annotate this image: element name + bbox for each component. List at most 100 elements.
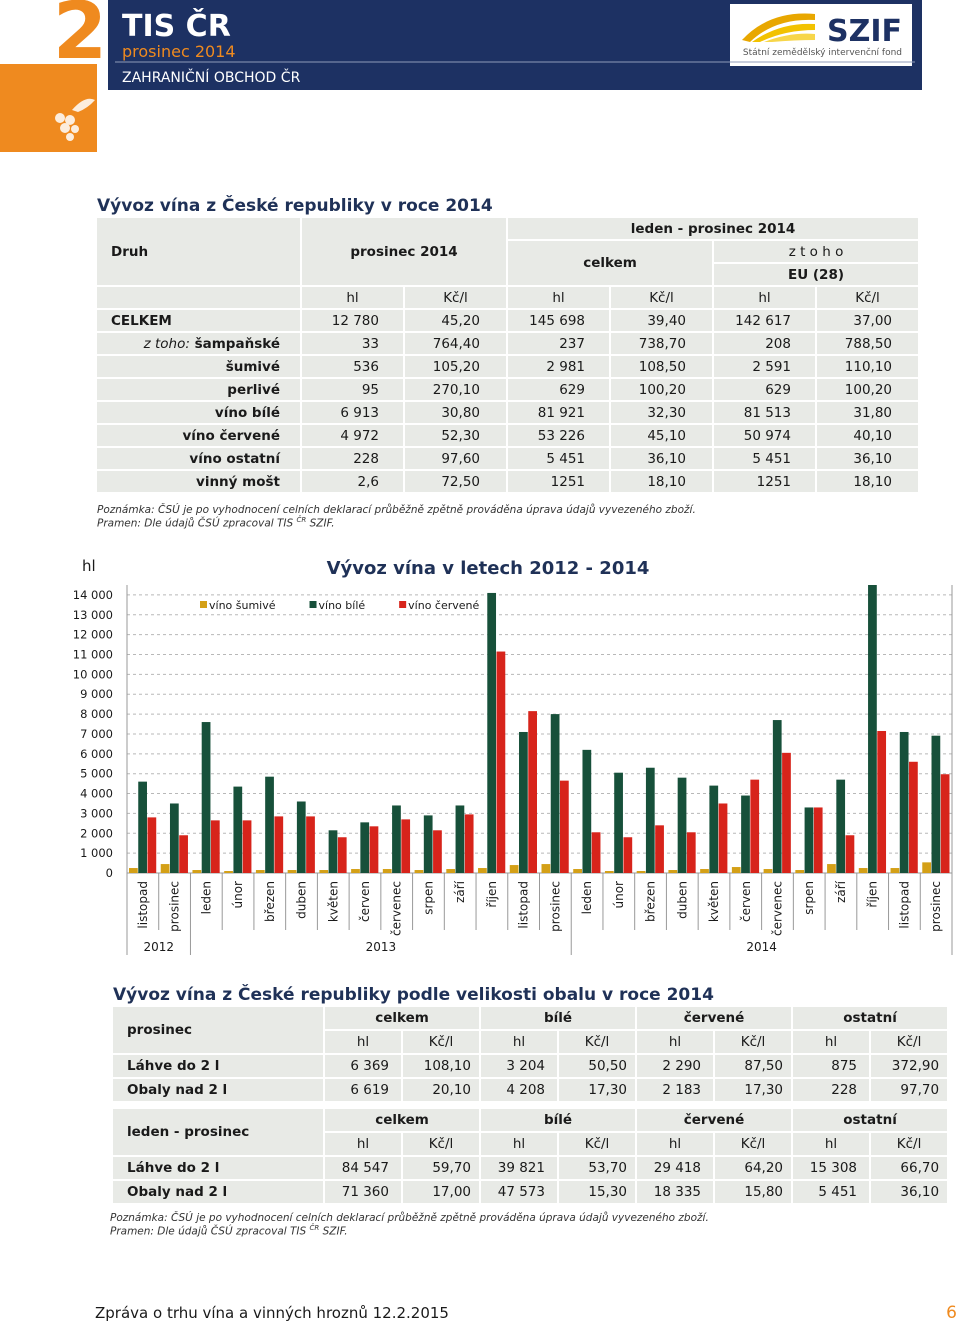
cell: 5 451 — [793, 1181, 870, 1203]
bar — [455, 805, 465, 873]
unit-cell: Kč/l — [611, 287, 712, 308]
header-cell: leden - prosinec — [113, 1109, 323, 1155]
cell: 18,10 — [817, 471, 919, 492]
header-cell: celkem — [508, 241, 712, 285]
units-row: hl Kč/l hl Kč/l hl Kč/l hl Kč/l — [113, 1031, 948, 1053]
empty-cell — [97, 287, 300, 308]
header-cell: prosinec 2014 — [302, 218, 506, 285]
bar — [922, 862, 932, 873]
row-label: šumivé — [97, 356, 300, 377]
x-tick-label: říjen — [485, 881, 499, 908]
x-tick-label: prosinec — [548, 881, 562, 932]
cell: 40,10 — [817, 425, 919, 446]
unit-cell: hl — [793, 1031, 870, 1053]
bar — [242, 820, 252, 873]
legend-swatch — [309, 601, 317, 608]
cell: 4 972 — [302, 425, 403, 446]
cell: 142 617 — [714, 310, 815, 331]
cell: 100,20 — [817, 379, 919, 400]
row-label-text: CELKEM — [111, 312, 172, 329]
logo-caption: Státní zemědělský intervenční fond — [743, 47, 902, 58]
unit-cell: Kč/l — [817, 287, 919, 308]
header-cell: leden - prosinec 2014 — [508, 218, 919, 239]
cell: 2,6 — [302, 471, 403, 492]
cell: 100,20 — [611, 379, 712, 400]
table-body: leden - prosinec celkem bílé červené ostatní… — [113, 1109, 948, 1203]
y-tick-label: 10 000 — [73, 667, 113, 681]
bar — [700, 869, 709, 873]
bar — [877, 730, 887, 873]
szif-logo-stripes — [742, 13, 815, 42]
header-row: prosinec celkem bílé červené ostatní — [113, 1007, 948, 1053]
bar — [623, 837, 633, 873]
header-cell: ostatní — [793, 1109, 948, 1131]
cell: 629 — [714, 379, 815, 400]
y-tick-label: 5 000 — [80, 767, 113, 781]
bar — [890, 868, 900, 873]
table1-source: Pramen: Dle údajů ČSÚ zpracoval TIS ČR S… — [97, 516, 335, 530]
cell: 95 — [302, 379, 403, 400]
source-text: Pramen: Dle údajů ČSÚ zpracoval TIS — [97, 517, 294, 530]
x-tick-label: říjen — [866, 881, 880, 908]
x-group-label: 2013 — [366, 940, 397, 954]
y-tick-label: 13 000 — [73, 608, 113, 622]
bar — [306, 816, 315, 873]
cell: 29 418 — [637, 1157, 714, 1179]
header-row: celkem z t o h o — [97, 241, 919, 285]
cell: 2 183 — [637, 1079, 714, 1101]
bar — [559, 780, 569, 873]
cell: 37,00 — [817, 310, 919, 331]
bar — [868, 585, 877, 873]
bar — [382, 869, 392, 873]
source-sup: ČR — [296, 516, 307, 524]
header-cell: celkem — [325, 1007, 479, 1029]
table-body: Druh prosinec 2014 leden - prosinec 2014 ce… — [97, 218, 919, 492]
x-tick-label: listopad — [897, 881, 911, 929]
x-tick-label: duben — [295, 881, 309, 919]
header-cell: ostatní — [793, 1007, 948, 1029]
y-tick-label: 3 000 — [80, 806, 113, 820]
cell: 875 — [793, 1055, 870, 1077]
cell: 764,40 — [405, 333, 506, 354]
cell: 53,70 — [559, 1157, 636, 1179]
bar — [718, 803, 728, 873]
x-tick-label: únor — [612, 881, 626, 909]
cell: 53 226 — [508, 425, 609, 446]
cell: 15 308 — [793, 1157, 870, 1179]
cell: 228 — [302, 448, 403, 469]
cell: 64,20 — [715, 1157, 792, 1179]
cell: 17,00 — [403, 1181, 479, 1203]
bar — [328, 830, 338, 873]
cell: 15,30 — [559, 1181, 636, 1203]
cell: 105,20 — [405, 356, 506, 377]
unit-cell: hl — [637, 1133, 714, 1155]
x-tick-label: listopad — [517, 881, 531, 929]
row-label: víno bílé — [97, 402, 300, 423]
bar — [446, 869, 456, 873]
header-cell: EU (28) — [714, 264, 919, 285]
unit-cell: Kč/l — [715, 1031, 792, 1053]
bar — [528, 711, 537, 873]
cell: 45,20 — [405, 310, 506, 331]
x-tick-label: leden — [580, 881, 594, 914]
bar — [750, 779, 760, 873]
row-label: víno červené — [97, 425, 300, 446]
cell: 15,80 — [715, 1181, 792, 1203]
units-row: hl Kč/l hl Kč/l hl Kč/l hl Kč/l — [113, 1133, 948, 1155]
x-tick-label: leden — [199, 881, 213, 914]
unit-cell: hl — [793, 1133, 870, 1155]
x-tick-label: květen — [326, 881, 340, 922]
unit-cell: hl — [508, 287, 609, 308]
table2-note: Poznámka: ČSÚ je po vyhodnocení celních … — [110, 1212, 709, 1224]
y-tick-label: 11 000 — [73, 648, 113, 662]
data-row: vinný mošt 2,6 72,50 1251 18,10 1251 18,10 — [97, 471, 919, 492]
cell: 270,10 — [405, 379, 506, 400]
legend-label: víno šumivé — [209, 599, 276, 612]
bar — [858, 868, 868, 873]
row-label: Láhve do 2 l — [113, 1055, 323, 1077]
bar — [604, 871, 614, 873]
header-cell: celkem — [325, 1109, 479, 1131]
cell: 39 821 — [481, 1157, 557, 1179]
